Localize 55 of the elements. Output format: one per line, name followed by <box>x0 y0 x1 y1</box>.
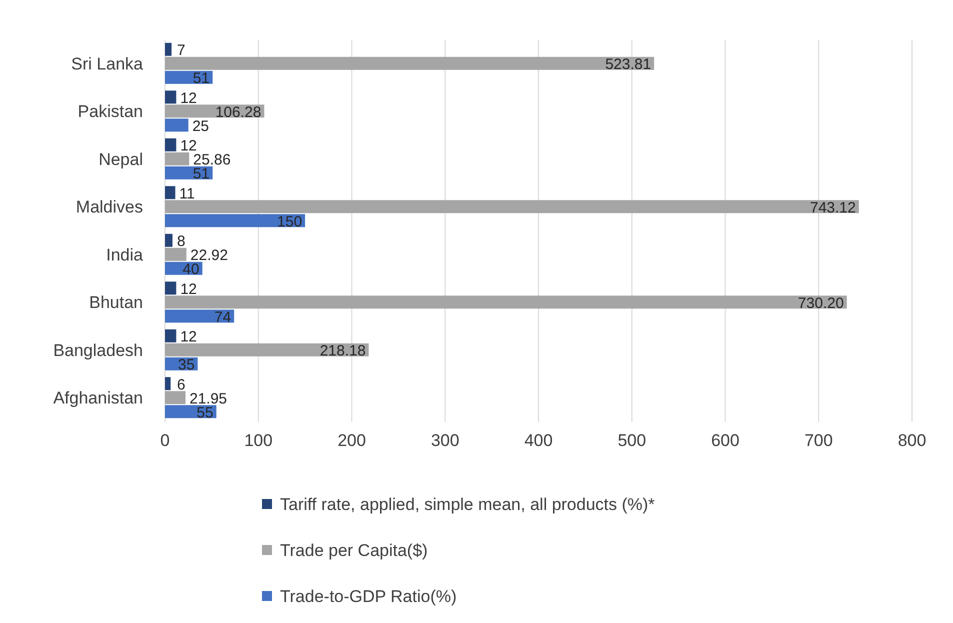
bar <box>165 234 172 247</box>
x-tick-label: 500 <box>618 431 646 450</box>
x-tick-label: 0 <box>160 431 170 450</box>
data-label: 150 <box>277 213 302 230</box>
y-tick-label: India <box>106 245 144 264</box>
legend-label: Trade per Capita($) <box>280 540 428 560</box>
legend-label: Tariff rate, applied, simple mean, all products (%)* <box>280 494 656 514</box>
y-tick-label: Maldives <box>76 198 143 217</box>
x-tick-label: 400 <box>524 431 553 450</box>
bar <box>165 296 847 309</box>
bar <box>165 282 176 295</box>
x-tick-label: 300 <box>430 431 460 450</box>
bar <box>165 90 176 104</box>
bar <box>165 391 186 404</box>
y-tick-label: Pakistan <box>78 102 143 122</box>
data-label: 8 <box>177 233 186 250</box>
y-tick-label: Bangladesh <box>53 340 143 360</box>
x-tick-label: 700 <box>804 431 833 450</box>
data-label: 51 <box>192 70 210 88</box>
bar <box>165 343 369 356</box>
bar <box>165 186 176 200</box>
bar <box>165 42 172 56</box>
data-label: 25 <box>192 118 210 135</box>
bar <box>165 200 859 214</box>
data-label: 523.81 <box>605 56 652 74</box>
y-tick-label: Bhutan <box>89 293 143 312</box>
data-label: 12 <box>180 90 197 107</box>
x-tick-label: 600 <box>711 431 740 450</box>
y-tick-label: Afghanistan <box>53 388 143 408</box>
bar <box>165 118 188 132</box>
data-label: 7 <box>177 42 186 60</box>
data-label: 106.28 <box>215 104 262 121</box>
legend-label: Trade-to-GDP Ratio(%) <box>280 586 457 606</box>
bar <box>165 248 186 261</box>
x-tick-label: 100 <box>244 431 273 450</box>
bar <box>165 329 176 342</box>
bar <box>165 377 171 390</box>
bar <box>165 138 176 152</box>
x-tick-label: 200 <box>338 431 366 450</box>
bar <box>165 310 234 323</box>
y-tick-label: Sri Lanka <box>71 54 144 74</box>
bar <box>165 152 190 166</box>
data-label: 743.12 <box>810 199 856 216</box>
bar <box>165 56 654 70</box>
bar <box>165 214 306 228</box>
data-label: 11 <box>179 185 195 202</box>
data-label: 12 <box>180 328 197 346</box>
data-label: 35 <box>178 356 195 374</box>
data-label: 730.20 <box>798 294 844 312</box>
data-label: 12 <box>180 280 197 298</box>
x-tick-label: 800 <box>898 431 926 450</box>
data-label: 218.18 <box>320 342 366 360</box>
data-label: 6 <box>177 376 186 394</box>
y-tick-label: Nepal <box>98 150 143 169</box>
data-label: 74 <box>214 308 232 326</box>
